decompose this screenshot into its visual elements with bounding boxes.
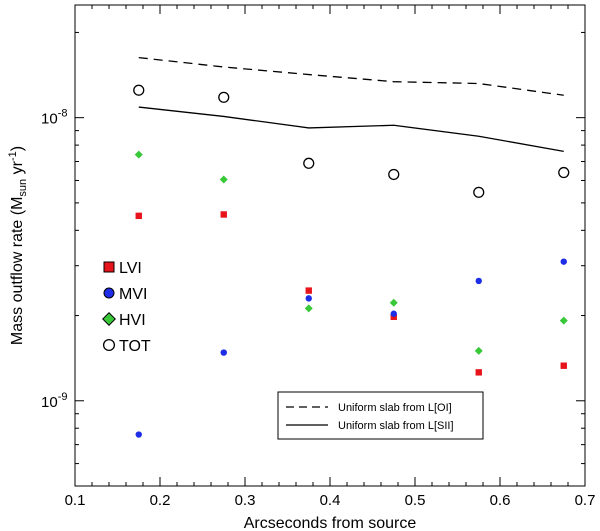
data-point-tot (388, 168, 400, 181)
legend-marker-tot (102, 338, 116, 352)
x-tick-label: 0.6 (490, 492, 511, 509)
data-point-hvi (219, 175, 228, 184)
legend-label-hvi: HVI (119, 312, 146, 329)
legend-marker-hvi (102, 312, 116, 326)
x-tick-label: 0.2 (150, 492, 171, 509)
line-legend-label: Uniform slab from L[OI] (338, 402, 452, 414)
x-tick-label: 0.4 (320, 492, 341, 509)
data-point-lvi (475, 369, 482, 376)
data-point-hvi (134, 150, 143, 159)
model-line-oi (138, 56, 564, 96)
data-point-lvi (560, 362, 567, 369)
data-point-tot (133, 84, 145, 96)
legend-label-mvi: MVI (119, 286, 147, 303)
plot-area (133, 56, 570, 438)
x-tick-label: 0.7 (575, 492, 596, 509)
data-point-hvi (304, 304, 313, 313)
model-line-sii (138, 106, 564, 153)
data-point-hvi (389, 298, 398, 307)
data-point-lvi (305, 287, 312, 294)
y-tick-label: 10-8 (41, 108, 67, 128)
legend-label-lvi: LVI (119, 260, 142, 277)
x-tick-label: 0.3 (235, 492, 256, 509)
data-point-tot (558, 166, 570, 179)
data-point-mvi (475, 277, 482, 285)
x-tick-label: 0.1 (65, 492, 86, 509)
data-point-lvi (220, 211, 227, 218)
data-point-tot (473, 186, 485, 198)
data-point-hvi (559, 316, 568, 325)
data-point-tot (218, 91, 230, 103)
legend: LVI MVI HVI TOT Uniform slab from L[OI] Unifo… (102, 260, 484, 440)
data-point-tot (303, 157, 315, 169)
data-point-mvi (220, 349, 227, 356)
legend-label-tot: TOT (119, 338, 151, 355)
legend-marker-lvi (103, 261, 115, 273)
y-tick-label: 10-9 (41, 391, 67, 411)
data-point-mvi (560, 258, 567, 265)
legend-marker-mvi (103, 287, 115, 299)
x-tick-label: 0.5 (405, 492, 426, 509)
axes: 0.1 0.2 0.3 0.4 0.5 0.6 0.7 10-9 10-8 Arcseconds … (7, 4, 596, 531)
data-point-hvi (474, 346, 483, 355)
x-axis-title: Arcseconds from source (244, 515, 417, 531)
data-point-mvi (135, 431, 142, 438)
line-legend-label: Uniform slab from L[SII] (338, 420, 454, 432)
y-axis-title: Mass outflow rate (Msun yr-1) (7, 146, 29, 345)
line-legend-box (277, 391, 484, 440)
data-point-mvi (390, 310, 397, 317)
data-point-lvi (135, 212, 142, 220)
data-point-mvi (305, 295, 312, 302)
